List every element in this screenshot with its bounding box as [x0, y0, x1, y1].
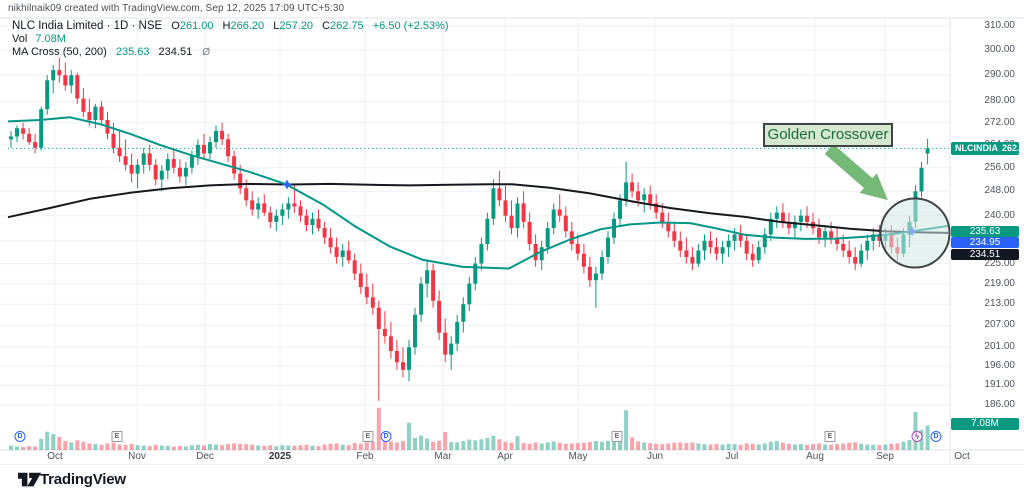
open-pair: O261.00	[171, 20, 214, 32]
legend-volume-row[interactable]: Vol 7.08M	[12, 33, 449, 45]
grid-layer	[0, 18, 950, 450]
golden-cross-arrow[interactable]	[820, 139, 896, 210]
month-label-oct: Oct	[954, 451, 970, 462]
month-label-mar: Mar	[434, 451, 452, 462]
price-tick-label: 310.00	[984, 19, 1015, 31]
low-pair: L257.20	[273, 20, 313, 32]
month-label-oct: Oct	[47, 451, 63, 462]
price-tick-label: 290.00	[984, 69, 1015, 81]
footer-bar: TradingView	[0, 465, 1024, 493]
close-pair: C262.75	[322, 20, 364, 32]
high-pair: H266.20	[222, 20, 265, 32]
month-label-sep: Sep	[876, 451, 894, 462]
ma50-value: 235.63	[115, 46, 150, 58]
annotation-shapes-layer[interactable]	[820, 139, 951, 269]
ma50-line	[7, 116, 949, 270]
chart-legend: NLC India Limited · 1D · NSE O261.00 H26…	[12, 20, 449, 60]
attribution-text: nikhilnaik09 created with TradingView.co…	[8, 3, 345, 14]
month-label-apr: Apr	[497, 451, 513, 462]
month-label-feb: Feb	[356, 451, 374, 462]
ma50-line-layer	[7, 116, 949, 270]
price-tick-label: 219.00	[984, 277, 1015, 289]
candle-layer	[9, 57, 930, 401]
month-label-jul: Jul	[725, 451, 739, 462]
golden-crossover-annotation[interactable]: Golden Crossover	[763, 123, 893, 147]
volume-label: Vol	[12, 33, 28, 45]
golden-cross-circle[interactable]	[879, 197, 951, 269]
price-tick-label: 201.00	[984, 341, 1015, 353]
symbol-title: NLC India Limited · 1D · NSE	[12, 20, 163, 32]
volume-layer	[9, 407, 930, 451]
price-tick-label: 196.00	[984, 360, 1015, 371]
price-tick-label: 225.00	[984, 257, 1015, 269]
death-cross-marker	[282, 179, 292, 190]
legend-ma-cross-row[interactable]: MA Cross (50, 200) 235.63 234.51 Ø	[12, 46, 449, 59]
volume-badge: 7.08M	[951, 417, 1019, 430]
event-marker-bolt[interactable]: ϟ	[911, 431, 923, 442]
indicator-more-icon[interactable]: Ø	[202, 47, 211, 58]
event-marker-e[interactable]: E	[111, 431, 123, 442]
ma50-price-badge: 235.63	[951, 225, 1019, 237]
month-label-nov: Nov	[128, 451, 146, 462]
change-value: +6.50 (+2.53%)	[372, 20, 449, 32]
month-label-aug: Aug	[806, 451, 824, 462]
ma200-line	[7, 182, 949, 234]
price-tick-label: 186.00	[984, 398, 1015, 410]
price-tick-label: 240.00	[984, 209, 1015, 221]
price-tick-label: 248.00	[984, 185, 1015, 197]
ma200-value: 234.51	[158, 46, 193, 58]
ma-cross-label: MA Cross (50, 200)	[12, 46, 107, 58]
price-tick-label: 280.00	[984, 95, 1015, 107]
price-tick-label: 300.00	[984, 44, 1015, 55]
event-marker-d[interactable]: D	[380, 431, 392, 442]
symbol-badge-text: NLCINDIA	[955, 143, 998, 153]
legend-symbol-row[interactable]: NLC India Limited · 1D · NSE O261.00 H26…	[12, 20, 449, 32]
price-tick-label: 272.00	[984, 116, 1015, 128]
event-marker-e[interactable]: E	[362, 431, 374, 442]
month-label-jun: Jun	[646, 451, 664, 462]
event-marker-e[interactable]: E	[824, 431, 836, 442]
symbol-last-price-badge: NLCINDIA 262.75	[951, 142, 1024, 155]
event-marker-d[interactable]: D	[930, 431, 942, 442]
event-marker-e[interactable]: E	[611, 431, 623, 442]
ma200-line-layer	[7, 182, 949, 234]
chart-frame	[0, 17, 1024, 466]
tradingview-brand-text: TradingView	[40, 471, 126, 488]
last-price-badge-text: 262.75	[1002, 143, 1024, 153]
ma200-price-badge: 234.51	[951, 248, 1019, 260]
month-label-dec: Dec	[196, 451, 214, 462]
volume-value: 7.08M	[35, 33, 66, 45]
event-marker-d[interactable]: D	[14, 431, 26, 442]
cross-price-badge: 234.95	[951, 237, 1019, 248]
tradingview-logo-icon	[18, 472, 42, 487]
price-tick-label: 213.00	[984, 298, 1015, 310]
month-label-may: May	[568, 451, 588, 462]
month-label-2025: 2025	[268, 451, 292, 462]
price-tick-label: 191.00	[984, 379, 1015, 391]
cross-marker-layer	[282, 179, 917, 237]
price-tick-label: 207.00	[984, 319, 1015, 331]
price-tick-label: 256.00	[984, 161, 1015, 173]
